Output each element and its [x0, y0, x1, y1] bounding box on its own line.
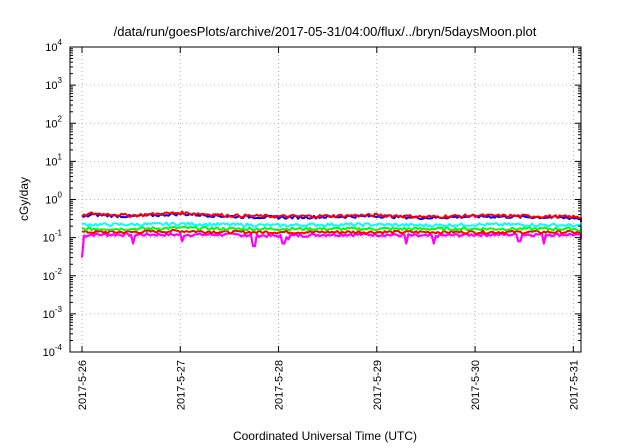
- y-axis: 10-4 10-3 10-2 10-1 100 101 102 103 104: [43, 38, 581, 359]
- series-line: [81, 225, 582, 234]
- y-tick-label: 100: [45, 191, 62, 207]
- x-tick-label: 2017-5-26: [77, 360, 89, 410]
- y-tick-label: 10-1: [43, 229, 63, 245]
- x-tick-label: 2017-5-30: [470, 360, 482, 410]
- y-axis-label: cGy/day: [17, 177, 31, 221]
- x-tick-label: 2017-5-29: [372, 360, 384, 410]
- series-line: [81, 210, 582, 221]
- grid: [70, 47, 581, 352]
- series-line: [81, 228, 582, 236]
- x-tick-label: 2017-5-28: [274, 360, 286, 410]
- y-tick-label: 102: [45, 114, 62, 130]
- x-axis-label: Coordinated Universal Time (UTC): [233, 429, 417, 443]
- series-line: [81, 221, 582, 230]
- y-tick-label: 103: [45, 76, 62, 92]
- x-tick-label: 2017-5-31: [568, 360, 580, 410]
- y-tick-label: 104: [45, 38, 62, 54]
- x-axis: 2017-5-26 2017-5-27 2017-5-28 2017-5-29 2017…: [77, 47, 580, 410]
- chart-title: /data/run/goesPlots/archive/2017-05-31/0…: [114, 24, 537, 39]
- series-line: [80, 232, 583, 258]
- y-tick-label: 10-2: [43, 267, 63, 283]
- y-tick-label: 101: [45, 152, 62, 168]
- series-group: [80, 210, 583, 258]
- y-tick-label: 10-4: [43, 343, 63, 359]
- y-tick-label: 10-3: [43, 305, 63, 321]
- x-tick-label: 2017-5-27: [175, 360, 187, 410]
